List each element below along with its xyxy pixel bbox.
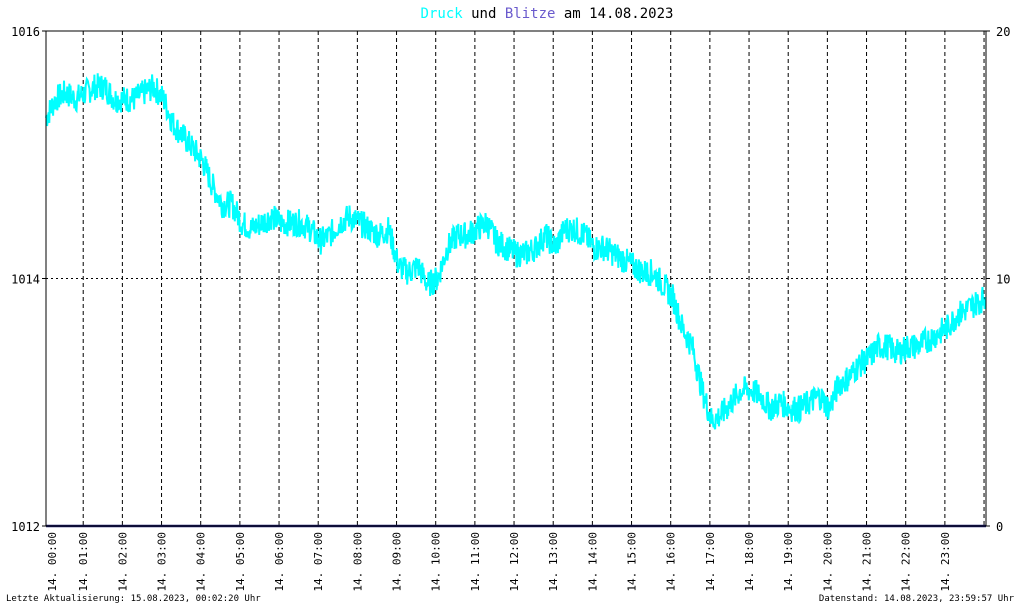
x-tick-label: 14. 05:00 — [234, 532, 247, 592]
left-tick-label: 1016 — [11, 25, 40, 39]
x-tick-label: 14. 17:00 — [704, 532, 717, 592]
x-tick-label: 14. 10:00 — [430, 532, 443, 592]
x-tick-label: 14. 12:00 — [508, 532, 521, 592]
x-tick-label: 14. 03:00 — [156, 532, 169, 592]
x-tick-label: 14. 02:00 — [116, 532, 129, 592]
left-y-axis: 1012 1014 1016 — [11, 25, 46, 534]
last-update-text: Letzte Aktualisierung: 15.08.2023, 00:02… — [6, 594, 261, 604]
x-tick-label: 14. 22:00 — [900, 532, 913, 592]
series-group — [45, 73, 987, 528]
right-tick-label: 10 — [996, 273, 1010, 287]
x-tick-label: 14. 14:00 — [586, 532, 599, 592]
title-and: und — [463, 6, 505, 22]
x-tick-label: 14. 06:00 — [273, 532, 286, 592]
left-tick-label: 1014 — [11, 273, 40, 287]
right-tick-label: 20 — [996, 25, 1010, 39]
chart-title: Druck und Blitze am 14.08.2023 — [421, 6, 674, 22]
x-tick-label: 14. 19:00 — [782, 532, 795, 592]
x-tick-label: 14. 00:00 — [46, 532, 59, 592]
x-tick-label: 14. 18:00 — [743, 532, 756, 592]
x-tick-label: 14. 23:00 — [939, 532, 952, 592]
pressure-series-line — [45, 73, 987, 430]
x-tick-label: 14. 21:00 — [861, 532, 874, 592]
x-tick-label: 14. 07:00 — [312, 532, 325, 592]
grid — [46, 31, 986, 526]
x-tick-label: 14. 15:00 — [626, 532, 639, 592]
title-date: am 14.08.2023 — [555, 6, 673, 22]
left-tick-label: 1012 — [11, 520, 40, 534]
right-tick-label: 0 — [996, 520, 1003, 534]
data-status-text: Datenstand: 14.08.2023, 23:59:57 Uhr — [818, 594, 1014, 604]
plot-frame — [45, 30, 987, 527]
right-y-axis: 0 10 20 — [986, 25, 1010, 534]
x-tick-label: 14. 01:00 — [77, 532, 90, 592]
x-tick-label: 14. 09:00 — [391, 532, 404, 592]
x-tick-label: 14. 16:00 — [665, 532, 678, 592]
x-axis: 14. 00:00 14. 01:00 14. 02:00 14. 03:00 14. … — [46, 532, 952, 592]
title-lightning: Blitze — [505, 6, 556, 22]
x-tick-label: 14. 08:00 — [351, 532, 364, 592]
title-pressure: Druck — [421, 6, 464, 22]
x-tick-label: 14. 20:00 — [821, 532, 834, 592]
x-tick-label: 14. 13:00 — [547, 532, 560, 592]
x-tick-label: 14. 04:00 — [195, 532, 208, 592]
x-tick-label: 14. 11:00 — [469, 532, 482, 592]
